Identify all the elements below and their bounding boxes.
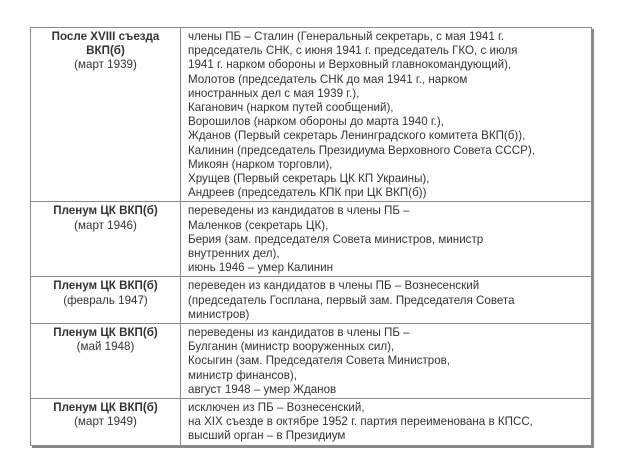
members-line: Андреев (председатель КПК при ЦК ВКП(б)): [188, 186, 427, 200]
members-line: 1941 г. нарком обороны и Верховный главн…: [188, 58, 512, 72]
event-title: После XVIII съезда: [51, 30, 160, 43]
members-line: Микоян (нарком торговли),: [188, 157, 333, 171]
members-line: исключен из ПБ – Вознесенский,: [188, 401, 365, 415]
members-line: июнь 1946 – умер Калинин: [188, 261, 333, 275]
members-line: Хрущев (Первый секретарь ЦК КП Украины),: [188, 172, 430, 186]
event-title: Пленум ЦК ВКП(б): [53, 204, 158, 218]
members-line: министр финансов),: [188, 368, 297, 382]
members-line: высший орган – в Президиум: [188, 429, 346, 443]
event-cell: После XVIII съезда ВКП(б) (март 1939): [30, 26, 181, 203]
members-line: Жданов (Первый секретарь Ленинградского …: [188, 129, 526, 143]
members-line: Каганович (нарком путей сообщений),: [188, 101, 394, 115]
table-row: Пленум ЦК ВКП(б) (март 1949) исключен из П…: [30, 398, 592, 446]
members-line: Калинин (председатель Президиума Верховн…: [188, 143, 535, 157]
members-line: Молотов (председатель СНК до мая 1941 г.…: [188, 72, 468, 86]
event-date: (март 1949): [74, 415, 137, 429]
event-cell: Пленум ЦК ВКП(б) (март 1949): [30, 398, 181, 446]
table-row: После XVIII съезда ВКП(б) (март 1939) члены…: [30, 26, 592, 203]
members-line: председатель СНК, с июня 1941 г. председ…: [188, 44, 518, 58]
members-line: Косыгин (зам. Председателя Совета Минист…: [188, 354, 451, 368]
members-line: Ворошилов (нарком обороны до марта 1940 …: [188, 115, 444, 129]
event-cell: Пленум ЦК ВКП(б) (март 1946): [30, 201, 181, 278]
members-cell: исключен из ПБ – Вознесенский, на XIX съе…: [180, 398, 592, 446]
event-cell: Пленум ЦК ВКП(б) (февраль 1947): [30, 276, 181, 325]
members-line: внутренних дел),: [188, 247, 280, 261]
members-line: Маленков (секретарь ЦК),: [188, 218, 329, 232]
event-title: Пленум ЦК ВКП(б): [53, 279, 158, 293]
table-row: Пленум ЦК ВКП(б) (май 1948) переведены из …: [30, 323, 592, 400]
members-line: на XIX съезде в октябре 1952 г. партия п…: [188, 415, 533, 429]
members-cell: члены ПБ – Сталин (Генеральный секретарь…: [180, 26, 592, 203]
members-line: Булганин (министр вооруженных сил),: [188, 340, 395, 354]
members-cell: переведены из кандидатов в члены ПБ – Мал…: [180, 201, 592, 278]
members-line: (председатель Госплана, первый зам. Пред…: [188, 293, 515, 307]
table-row: Пленум ЦК ВКП(б) (февраль 1947) переведен …: [30, 276, 592, 325]
event-title: Пленум ЦК ВКП(б): [53, 401, 158, 415]
event-cell: Пленум ЦК ВКП(б) (май 1948): [30, 323, 181, 400]
event-date: (март 1946): [74, 218, 137, 232]
table-body: После XVIII съезда ВКП(б) (март 1939) члены…: [30, 26, 592, 446]
members-line: министров): [188, 307, 250, 321]
members-line: август 1948 – умер Жданов: [188, 382, 337, 396]
members-line: переведены из кандидатов в члены ПБ –: [188, 326, 410, 340]
table-row: Пленум ЦК ВКП(б) (март 1946) переведены из…: [30, 201, 592, 278]
event-date: (май 1948): [76, 340, 135, 354]
politburo-table: После XVIII съезда ВКП(б) (март 1939) члены…: [30, 26, 592, 446]
event-title: ВКП(б): [86, 44, 125, 58]
members-line: Берия (зам. председателя Совета министро…: [188, 232, 484, 246]
event-date: (февраль 1947): [63, 293, 148, 307]
event-date: (март 1939): [74, 58, 137, 72]
members-line: переведены из кандидатов в члены ПБ –: [188, 204, 410, 218]
members-cell: переведены из кандидатов в члены ПБ – Бул…: [180, 323, 592, 400]
members-cell: переведен из кандидатов в члены ПБ – Воз…: [180, 276, 592, 325]
members-line: члены ПБ – Сталин (Генеральный секретарь…: [188, 30, 505, 43]
members-line: переведен из кандидатов в члены ПБ – Воз…: [188, 279, 480, 293]
event-title: Пленум ЦК ВКП(б): [53, 326, 158, 340]
members-line: иностранных дел с мая 1939 г.),: [188, 86, 360, 100]
